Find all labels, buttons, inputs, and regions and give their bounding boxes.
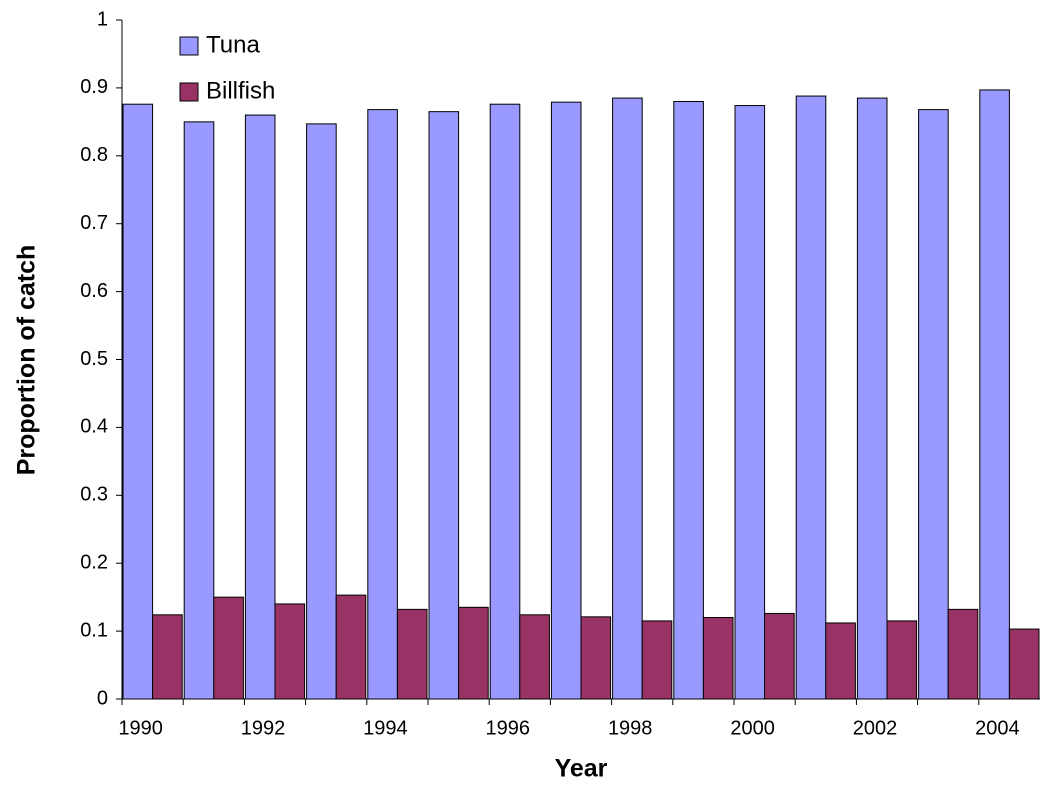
bar [856, 97, 888, 700]
y-tick-label: 0.4 [80, 416, 108, 438]
x-tick-label: 1990 [118, 717, 163, 739]
bar [519, 614, 550, 700]
bar [122, 103, 154, 700]
y-tick-label: 0.6 [80, 280, 108, 302]
bar [213, 596, 244, 700]
legend-swatch [179, 36, 199, 56]
x-tick-label: 1994 [363, 717, 408, 739]
bar [183, 121, 215, 700]
y-tick-label: 1 [97, 8, 108, 30]
bar [489, 103, 521, 700]
x-tick-label: 1998 [608, 717, 653, 739]
y-tick-label: 0.2 [80, 551, 108, 573]
bar [979, 89, 1010, 700]
x-tick-label: 2000 [730, 717, 775, 739]
bar [1008, 628, 1040, 700]
bar [795, 95, 827, 700]
bar [367, 109, 398, 700]
bar [825, 622, 856, 700]
legend-label: Billfish [206, 77, 275, 104]
bar [580, 616, 612, 700]
x-tick-label: 2004 [975, 717, 1020, 739]
bar [335, 594, 367, 700]
bar [641, 620, 673, 700]
legend-label: Tuna [206, 31, 260, 58]
bar [550, 101, 582, 700]
bar [152, 614, 183, 700]
y-tick-label: 0.5 [80, 348, 108, 370]
y-tick-label: 0.7 [80, 212, 108, 234]
x-tick-label: 1996 [486, 717, 531, 739]
y-tick-label: 0.1 [80, 619, 108, 641]
bar [702, 617, 734, 700]
y-tick-label: 0.9 [80, 76, 108, 98]
bar [612, 97, 643, 700]
bar [886, 620, 918, 700]
bar [396, 608, 428, 700]
x-axis-title: Year [555, 755, 608, 783]
x-tick-label: 1992 [241, 717, 286, 739]
bar [673, 100, 704, 700]
bar [306, 123, 337, 700]
bar [918, 109, 949, 700]
legend-swatch [179, 82, 199, 102]
bar [274, 603, 306, 700]
y-tick-label: 0 [97, 687, 108, 709]
bar [947, 608, 979, 700]
x-tick-label: 2002 [853, 717, 898, 739]
y-tick-label: 0.3 [80, 484, 108, 506]
bar [764, 612, 795, 700]
bar [244, 114, 276, 700]
bar [734, 105, 766, 700]
bar [458, 606, 489, 700]
bar [428, 111, 460, 700]
y-axis-title: Proportion of catch [13, 245, 41, 476]
y-tick-label: 0.8 [80, 144, 108, 166]
